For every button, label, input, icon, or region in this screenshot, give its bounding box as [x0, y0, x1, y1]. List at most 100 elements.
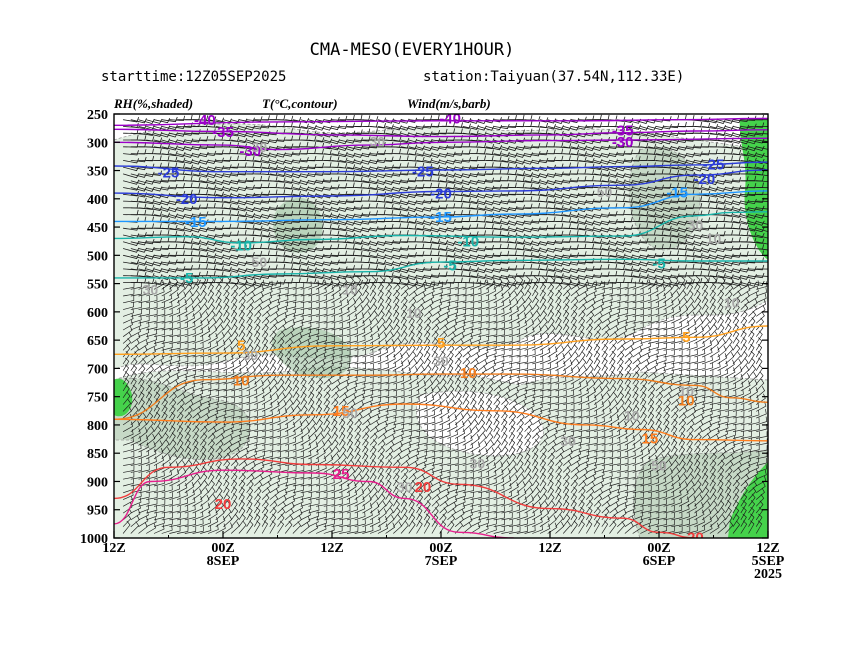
- wind-barb: [609, 429, 621, 439]
- wind-barb: [493, 151, 510, 157]
- wind-barb: [231, 132, 248, 138]
- wind-barb: [462, 172, 479, 178]
- wind-barb: [702, 390, 714, 399]
- wind-barb: [756, 299, 767, 310]
- wind-barb: [539, 276, 547, 290]
- wind-barb: [686, 159, 703, 165]
- wind-barb: [547, 486, 555, 500]
- wind-barb: [215, 198, 232, 204]
- wind-barb: [269, 445, 282, 453]
- wind-barb: [694, 363, 706, 372]
- wind-barb: [740, 372, 750, 385]
- wind-barb: [470, 412, 478, 426]
- wind-barb: [609, 477, 621, 487]
- wind-barb: [145, 433, 156, 446]
- wind-barb: [447, 150, 464, 156]
- wind-barb: [416, 206, 433, 212]
- wind-barb: [153, 347, 165, 358]
- wind-barb: [563, 125, 580, 131]
- wind-barb: [300, 485, 312, 494]
- wind-barb: [478, 268, 495, 274]
- wind-barb: [663, 226, 680, 232]
- wind-barb: [632, 199, 649, 205]
- wind-barb: [717, 440, 727, 453]
- wind-barb: [238, 344, 247, 358]
- wind-barb: [586, 122, 602, 128]
- wind-barb: [223, 331, 232, 344]
- wind-barb: [184, 196, 201, 203]
- wind-barb: [725, 296, 732, 310]
- wind-barb: [562, 290, 571, 304]
- wind-barb: [277, 159, 294, 165]
- wind-barb: [238, 404, 251, 412]
- wind-barb: [485, 336, 498, 344]
- wind-barb: [161, 316, 173, 324]
- wind-barb: [740, 480, 749, 494]
- wind-barb: [547, 410, 559, 419]
- wind-barb: [447, 437, 459, 446]
- wind-barb: [161, 411, 168, 426]
- wind-barb: [215, 254, 232, 260]
- wind-barb: [725, 473, 733, 487]
- wind-barb: [470, 471, 482, 480]
- wind-barb: [254, 138, 271, 144]
- wind-barb: [493, 266, 510, 272]
- wind-barb: [431, 393, 442, 405]
- wind-barb: [161, 492, 173, 500]
- wind-barb: [555, 472, 562, 487]
- wind-barb: [277, 282, 289, 290]
- wind-barb: [145, 391, 153, 405]
- wind-barb: [138, 485, 150, 494]
- wind-barb: [725, 397, 737, 405]
- wind-barb: [509, 504, 521, 514]
- wind-barb: [516, 382, 528, 392]
- wind-barb: [709, 459, 717, 473]
- wind-barb: [246, 396, 258, 405]
- wind-barb: [562, 310, 570, 324]
- wind-barb: [663, 475, 674, 487]
- wind-barb: [717, 211, 734, 217]
- wind-barb: [300, 309, 312, 317]
- wind-barb: [655, 329, 668, 338]
- wind-barb: [439, 172, 456, 178]
- wind-barb: [740, 455, 751, 466]
- wind-barb: [493, 411, 500, 426]
- wind-barb: [424, 286, 435, 297]
- wind-barb: [254, 474, 264, 487]
- wind-barb: [756, 423, 768, 433]
- wind-barb: [663, 405, 671, 419]
- wind-barb: [732, 486, 740, 500]
- wind-barb: [122, 331, 132, 344]
- legend-rh: RH(%,shaded): [113, 96, 193, 111]
- wind-barb: [300, 465, 312, 473]
- wind-barb: [563, 252, 580, 258]
- wind-barb: [377, 472, 384, 487]
- wind-barb: [539, 479, 547, 493]
- wind-barb: [215, 324, 225, 337]
- wind-barb: [678, 388, 690, 399]
- wind-barb: [447, 478, 459, 487]
- wind-barb: [254, 190, 271, 196]
- wind-barb: [122, 307, 134, 317]
- wind-barb: [756, 234, 768, 239]
- wind-barb: [138, 398, 145, 412]
- wind-barb: [609, 392, 618, 405]
- wind-barb: [439, 218, 456, 225]
- wind-barb: [686, 419, 695, 432]
- wind-barb: [570, 316, 577, 331]
- wind-barb: [578, 146, 595, 152]
- wind-barb: [732, 358, 742, 371]
- wind-barb: [501, 467, 511, 480]
- wind-barb: [323, 145, 340, 151]
- wind-barb: [586, 292, 597, 304]
- wind-barb: [285, 307, 296, 317]
- wind-barb: [470, 199, 487, 205]
- wind-barb: [184, 445, 192, 460]
- wind-barb: [748, 493, 756, 507]
- wind-barb: [593, 287, 605, 297]
- wind-barb: [246, 443, 258, 453]
- wind-barb: [285, 166, 302, 172]
- wind-barb: [694, 452, 701, 466]
- wind-barb: [130, 302, 142, 310]
- wind-barb: [501, 398, 509, 412]
